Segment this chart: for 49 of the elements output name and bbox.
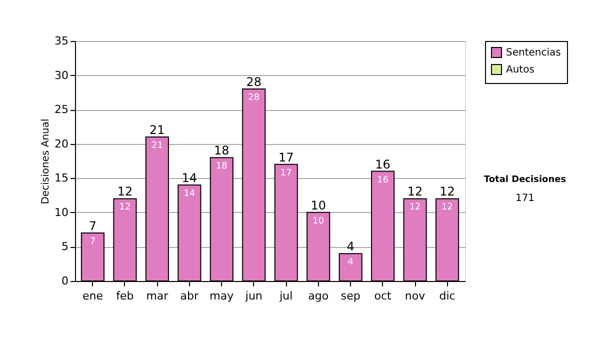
data-label: 4 xyxy=(348,258,354,268)
total-label: 7 xyxy=(88,219,97,233)
y-axis-title: Decisiones Anual xyxy=(40,118,52,204)
y-tick-label: 30 xyxy=(54,68,68,82)
total-label: 4 xyxy=(346,240,354,254)
y-tick-label: 20 xyxy=(54,137,68,150)
total-label: 28 xyxy=(246,75,262,89)
x-tick-label: sep xyxy=(340,290,360,302)
total-label: 21 xyxy=(150,123,165,137)
x-tick-label: jul xyxy=(278,290,293,302)
x-tick-label: ene xyxy=(82,290,104,302)
text: 171 xyxy=(515,193,535,204)
y-tick-label: 10 xyxy=(54,206,68,219)
data-label: 12 xyxy=(442,202,453,213)
x-tick-label: may xyxy=(210,290,234,302)
total-label: 16 xyxy=(375,157,390,172)
x-tick-label: abr xyxy=(180,290,200,302)
y-tick-label: 35 xyxy=(54,34,68,48)
data-label: 21 xyxy=(151,141,163,151)
data-label: 10 xyxy=(312,216,324,226)
x-tick-label: jun xyxy=(244,290,262,302)
total-label: 17 xyxy=(278,150,294,164)
data-label: 17 xyxy=(280,168,292,178)
y-tick-label: 25 xyxy=(54,103,68,116)
data-label: 12 xyxy=(119,202,131,213)
data-label: 7 xyxy=(90,237,96,247)
y-tick-label: 0 xyxy=(62,274,68,288)
x-tick-label: ago xyxy=(308,290,329,302)
x-tick-label: oct xyxy=(374,290,392,302)
data-label: 16 xyxy=(377,175,389,186)
x-tick-label: mar xyxy=(146,290,169,302)
data-label: 12 xyxy=(409,202,421,213)
y-tick-label: 15 xyxy=(54,172,68,185)
total-label: 14 xyxy=(182,171,198,185)
legend-label: Sentencias xyxy=(506,48,561,58)
legend-label: Autos xyxy=(506,64,534,76)
data-label: 28 xyxy=(248,93,260,103)
x-tick-label: feb xyxy=(116,290,134,302)
total-label: 18 xyxy=(214,144,230,158)
total-label: 12 xyxy=(407,184,423,199)
total-label: 10 xyxy=(310,198,326,212)
data-label: 14 xyxy=(184,189,196,199)
data-label: 18 xyxy=(216,162,228,172)
x-tick-label: nov xyxy=(404,290,426,302)
total-label: 12 xyxy=(440,184,455,199)
text: Total Decisiones xyxy=(484,175,566,185)
y-tick-label: 5 xyxy=(62,240,68,254)
x-tick-label: dic xyxy=(439,290,456,302)
total-label: 12 xyxy=(117,184,133,199)
